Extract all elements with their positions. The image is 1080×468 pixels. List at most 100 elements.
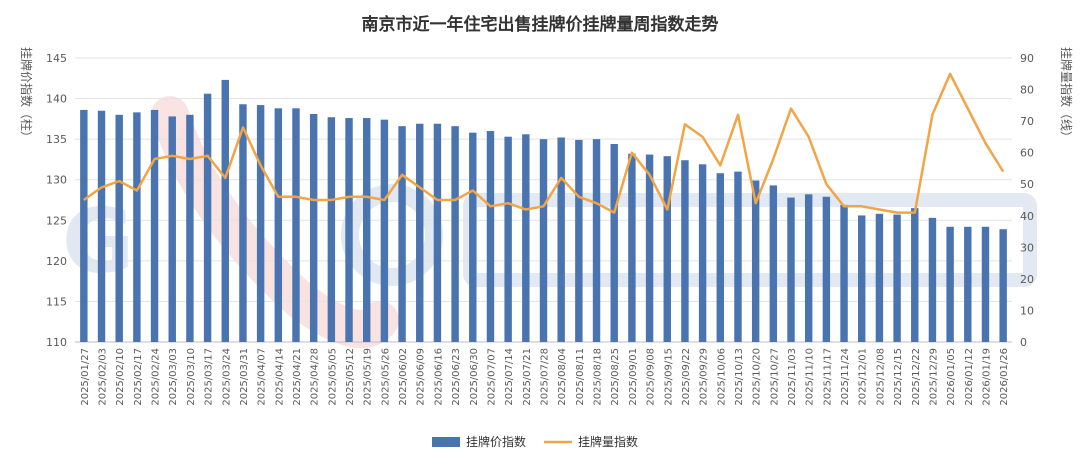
x-tick-label: 2025/07/21 xyxy=(522,348,533,406)
bar-price-index xyxy=(592,139,601,342)
bar-price-index xyxy=(97,110,106,342)
bar-price-index xyxy=(486,131,495,342)
legend-label-price: 挂牌价指数 xyxy=(466,434,526,449)
y-right-tick-label: 0 xyxy=(1020,336,1027,349)
y-left-tick-label: 135 xyxy=(46,133,67,146)
bar-price-index xyxy=(398,126,406,342)
bar-price-index xyxy=(150,109,159,342)
bar-price-index xyxy=(557,137,565,342)
x-tick-label: 2025/02/10 xyxy=(115,348,126,406)
x-axis: 2025/01/27 2025/02/03 2025/02/10 2025/02/17… xyxy=(80,348,1010,406)
x-tick-label: 2025/04/21 xyxy=(292,348,303,406)
bar-price-index xyxy=(416,123,424,343)
y-axis-right: 0 10 20 30 40 50 60 70 80 90 xyxy=(1020,52,1034,349)
y-axis-left-label: 挂牌价指数（柱） xyxy=(19,47,34,143)
x-tick-label: 2025/02/17 xyxy=(133,348,144,406)
bar-price-index xyxy=(875,213,884,342)
x-tick-label: 2025/11/17 xyxy=(822,348,833,406)
y-right-tick-label: 70 xyxy=(1020,115,1034,128)
bar-price-index xyxy=(451,126,459,342)
bar-price-index xyxy=(928,217,937,342)
bar-price-index xyxy=(80,109,88,342)
bar-price-index xyxy=(610,144,618,342)
x-tick-label: 2025/12/15 xyxy=(893,348,904,406)
x-tick-label: 2025/11/24 xyxy=(840,348,851,406)
bar-price-index xyxy=(751,180,760,342)
y-right-tick-label: 30 xyxy=(1020,241,1034,254)
x-tick-label: 2025/08/11 xyxy=(575,348,586,406)
x-tick-label: 2025/05/05 xyxy=(327,348,338,406)
bar-price-index xyxy=(345,118,353,342)
bar-price-index xyxy=(858,215,866,342)
x-tick-label: 2025/03/17 xyxy=(204,348,215,406)
legend-label-volume: 挂牌量指数 xyxy=(578,434,638,449)
bar-price-index xyxy=(309,113,318,342)
x-tick-label: 2026/01/19 xyxy=(981,348,992,406)
y-right-tick-label: 40 xyxy=(1020,210,1034,223)
legend-swatch-price xyxy=(432,437,460,447)
bar-price-index xyxy=(840,204,848,342)
x-tick-label: 2025/02/03 xyxy=(98,348,109,406)
y-left-tick-label: 110 xyxy=(46,336,67,349)
x-tick-label: 2025/06/09 xyxy=(416,348,427,406)
bar-price-index xyxy=(115,114,123,342)
x-tick-label: 2025/11/10 xyxy=(805,348,816,406)
bar-price-index xyxy=(698,164,707,342)
x-tick-label: 2025/04/28 xyxy=(310,348,321,406)
x-tick-label: 2025/09/29 xyxy=(699,348,710,406)
x-tick-label: 2025/09/01 xyxy=(628,348,639,406)
x-tick-label: 2025/04/07 xyxy=(257,348,268,406)
bar-price-index xyxy=(186,114,194,342)
y-axis-right-label: 挂牌量指数（线） xyxy=(1059,47,1074,143)
bar-price-index xyxy=(663,156,671,342)
bars-layer xyxy=(80,79,1007,343)
bar-price-index xyxy=(133,112,141,342)
y-left-tick-label: 145 xyxy=(46,52,67,65)
x-tick-label: 2025/03/24 xyxy=(221,348,232,406)
x-tick-label: 2025/02/24 xyxy=(151,348,162,406)
x-tick-label: 2025/10/27 xyxy=(769,348,780,406)
bar-price-index xyxy=(362,118,371,342)
bar-price-index xyxy=(539,139,548,342)
bar-price-index xyxy=(504,136,512,342)
bar-price-index xyxy=(964,226,972,342)
x-tick-label: 2026/01/26 xyxy=(999,348,1010,406)
x-tick-label: 2026/01/12 xyxy=(964,348,975,406)
bar-price-index xyxy=(469,132,477,342)
x-tick-label: 2025/07/07 xyxy=(486,348,497,406)
bar-price-index xyxy=(575,139,583,342)
bar-price-index xyxy=(822,196,831,342)
x-tick-label: 2025/07/28 xyxy=(540,348,551,406)
legend: 挂牌价指数 挂牌量指数 xyxy=(432,434,638,449)
bar-price-index xyxy=(327,117,336,342)
x-tick-label: 2025/10/20 xyxy=(752,348,763,406)
bar-price-index xyxy=(911,208,919,342)
x-tick-label: 2025/04/14 xyxy=(274,348,285,406)
x-tick-label: 2025/09/08 xyxy=(646,348,657,406)
x-tick-label: 2025/09/15 xyxy=(663,348,674,406)
bar-price-index xyxy=(946,226,954,342)
x-tick-label: 2025/07/14 xyxy=(504,348,515,406)
x-tick-label: 2025/03/10 xyxy=(186,348,197,406)
x-tick-label: 2025/01/27 xyxy=(80,348,91,406)
x-tick-label: 2025/12/08 xyxy=(875,348,886,406)
bar-price-index xyxy=(787,197,795,342)
x-tick-label: 2025/05/26 xyxy=(380,348,391,406)
x-tick-label: 2025/12/22 xyxy=(911,348,922,406)
x-tick-label: 2025/06/02 xyxy=(398,348,409,406)
bar-price-index xyxy=(716,173,725,342)
bar-price-index xyxy=(522,134,530,342)
bar-price-index xyxy=(433,123,442,343)
line-layer xyxy=(83,72,1005,214)
bar-price-index xyxy=(804,194,813,342)
bar-price-index xyxy=(999,229,1007,342)
y-left-tick-label: 120 xyxy=(46,255,67,268)
x-tick-label: 2025/05/19 xyxy=(363,348,374,406)
bar-price-index xyxy=(256,105,265,342)
bar-price-index xyxy=(769,185,778,342)
bar-price-index xyxy=(239,104,247,342)
bar-price-index xyxy=(221,79,229,342)
bar-price-index xyxy=(380,119,389,342)
